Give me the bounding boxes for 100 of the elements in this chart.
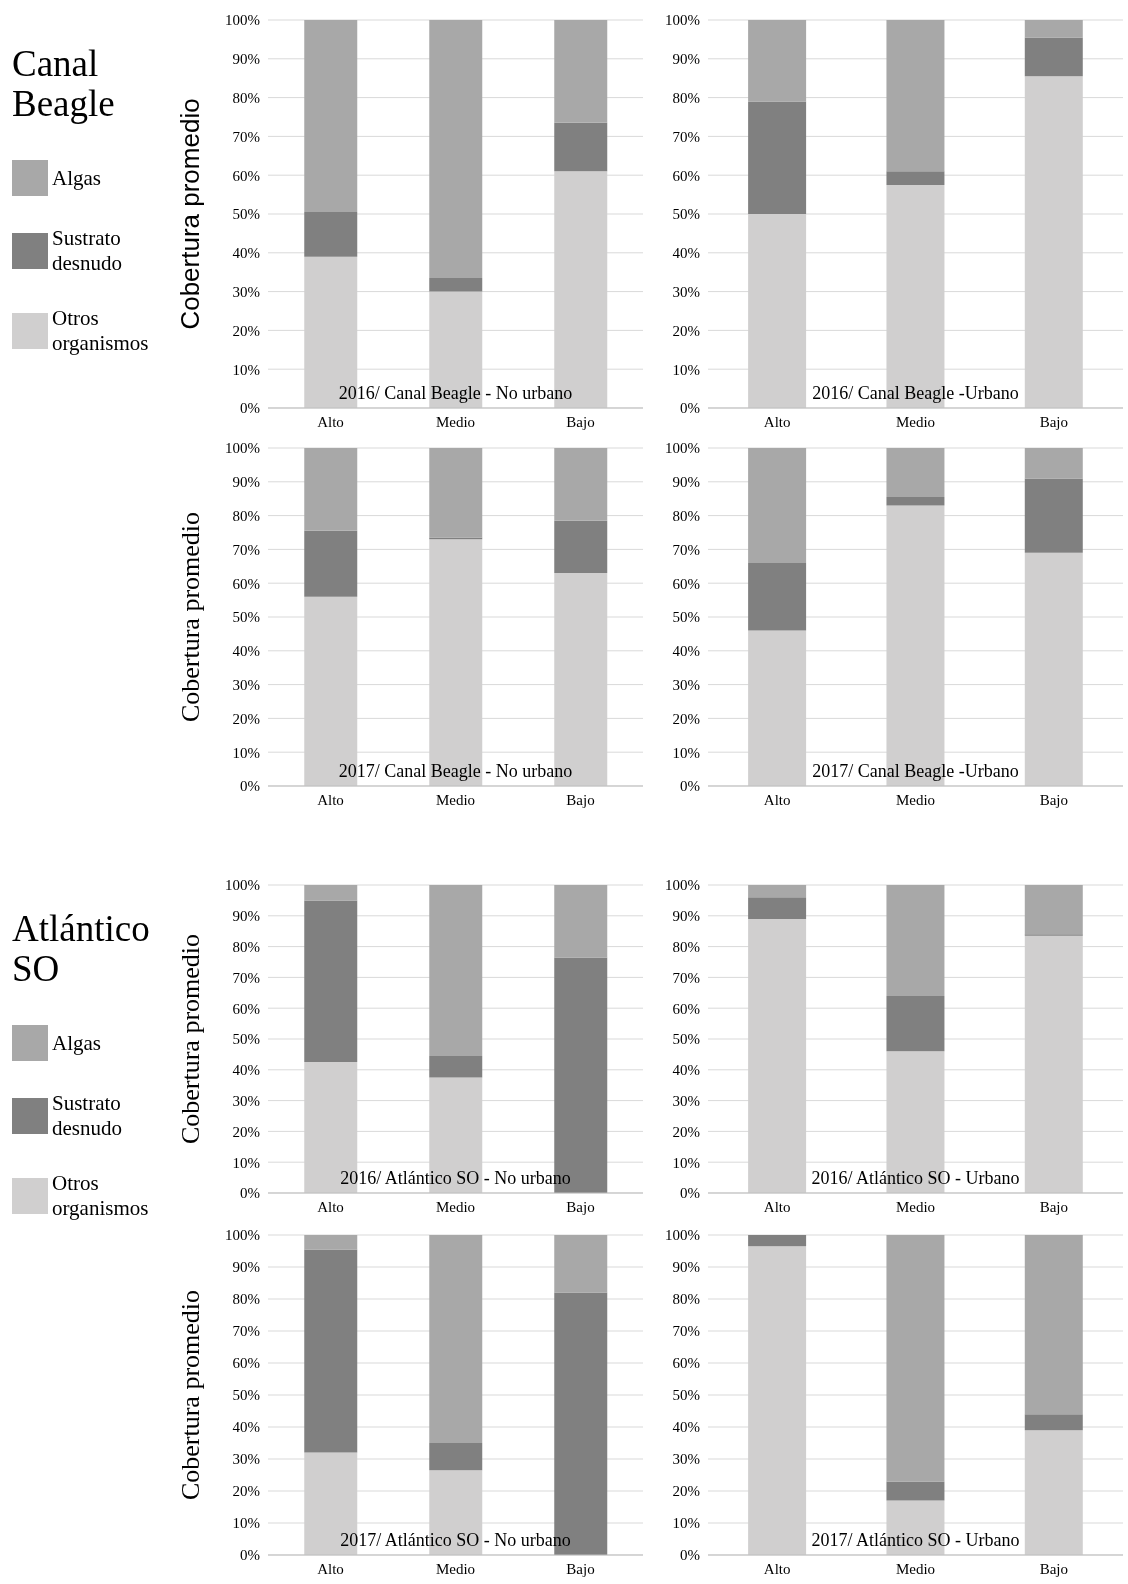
x-tick-label: Bajo bbox=[566, 791, 595, 808]
y-tick-label: 50% bbox=[232, 609, 260, 626]
y-tick-label: 0% bbox=[680, 1547, 700, 1564]
y-tick-label: 20% bbox=[672, 710, 700, 727]
y-tick-label: 80% bbox=[232, 89, 260, 106]
legend-label: Algas bbox=[52, 1030, 101, 1056]
text: 2017/ Canal Beagle - No urbano bbox=[337, 761, 574, 782]
y-tick-label: 30% bbox=[672, 1451, 700, 1468]
x-tick-label: Medio bbox=[895, 1198, 936, 1215]
x-tick-label: Bajo bbox=[1039, 791, 1069, 808]
y-tick-label: 70% bbox=[672, 1323, 700, 1340]
y-tick-label: 60% bbox=[232, 1355, 260, 1372]
y-tick-label: 10% bbox=[672, 361, 700, 378]
y-tick-label: 40% bbox=[232, 245, 260, 262]
y-tick-label: 90% bbox=[672, 1259, 700, 1276]
x-tick-label: Medio bbox=[895, 791, 936, 808]
y-tick-label: 10% bbox=[232, 744, 260, 761]
legend-label: Otros organismos bbox=[52, 1171, 150, 1221]
x-tick-label: Alto bbox=[317, 1560, 344, 1577]
y-tick-label: 90% bbox=[672, 908, 700, 925]
y-tick-label: 80% bbox=[232, 507, 260, 524]
y-tick-label: 60% bbox=[672, 575, 700, 592]
y-tick-label: 60% bbox=[232, 1000, 260, 1017]
y-tick-label: 80% bbox=[672, 1291, 700, 1308]
y-tick-label: 100% bbox=[665, 12, 700, 29]
y-tick-label: 0% bbox=[240, 778, 260, 795]
y-tick-label: 100% bbox=[225, 440, 260, 457]
y-tick-label: 100% bbox=[665, 877, 700, 894]
y-tick-label: 50% bbox=[672, 609, 700, 626]
y-tick-label: 0% bbox=[240, 1185, 260, 1202]
legend-label: Algas bbox=[52, 165, 101, 191]
y-tick-label: 60% bbox=[232, 167, 260, 184]
x-tick-label: Bajo bbox=[566, 1560, 595, 1577]
legend-label: Sustrato desnudo bbox=[52, 1091, 123, 1141]
y-tick-label: 50% bbox=[672, 206, 700, 223]
x-tick-label: Bajo bbox=[566, 413, 595, 430]
y-tick-label: 50% bbox=[672, 1031, 700, 1048]
y-tick-label: 10% bbox=[672, 744, 700, 761]
y-tick-label: 0% bbox=[680, 778, 700, 795]
x-tick-label: Medio bbox=[895, 1560, 936, 1577]
y-tick-label: 10% bbox=[232, 1154, 260, 1171]
y-tick-label: 10% bbox=[672, 1154, 700, 1171]
text: 2017/ Atlántico SO - No urbano bbox=[339, 1530, 572, 1551]
text: 2016/ Atlántico SO - No urbano bbox=[339, 1168, 572, 1189]
y-tick-label: 80% bbox=[232, 938, 260, 955]
y-tick-label: 30% bbox=[672, 676, 700, 693]
y-tick-label: 100% bbox=[665, 1227, 700, 1244]
x-tick-label: Medio bbox=[435, 413, 476, 430]
y-tick-label: 0% bbox=[240, 400, 260, 417]
y-tick-label: 90% bbox=[232, 908, 260, 925]
y-tick-label: 90% bbox=[232, 1259, 260, 1276]
y-tick-label: 80% bbox=[672, 89, 700, 106]
y-tick-label: 30% bbox=[232, 1451, 260, 1468]
y-axis-title: Cobertura promedio bbox=[176, 933, 206, 1145]
y-tick-label: 60% bbox=[672, 1000, 700, 1017]
text: 2016/ Canal Beagle - No urbano bbox=[337, 383, 574, 404]
text: 2017/ Canal Beagle -Urbano bbox=[811, 761, 1020, 782]
y-tick-label: 90% bbox=[672, 474, 700, 491]
y-tick-label: 40% bbox=[232, 1062, 260, 1079]
y-tick-label: 60% bbox=[672, 167, 700, 184]
y-tick-label: 80% bbox=[232, 1291, 260, 1308]
y-tick-label: 50% bbox=[672, 1387, 700, 1404]
y-tick-label: 80% bbox=[672, 507, 700, 524]
y-tick-label: 80% bbox=[672, 938, 700, 955]
y-tick-label: 70% bbox=[672, 128, 700, 145]
y-tick-label: 100% bbox=[665, 440, 700, 457]
legend-label: Otros organismos bbox=[52, 306, 150, 356]
y-tick-label: 40% bbox=[672, 643, 700, 660]
y-tick-label: 70% bbox=[232, 541, 260, 558]
text: 2016/ Atlántico SO - Urbano bbox=[810, 1168, 1021, 1189]
y-tick-label: 30% bbox=[672, 283, 700, 300]
x-tick-label: Alto bbox=[317, 413, 344, 430]
y-tick-label: 20% bbox=[232, 322, 260, 339]
y-tick-label: 70% bbox=[672, 969, 700, 986]
y-tick-label: 10% bbox=[232, 361, 260, 378]
y-tick-label: 90% bbox=[672, 51, 700, 68]
y-tick-label: 90% bbox=[232, 474, 260, 491]
x-tick-label: Medio bbox=[435, 791, 476, 808]
legend-label: Sustrato desnudo bbox=[52, 226, 123, 276]
x-tick-label: Bajo bbox=[1039, 1560, 1069, 1577]
y-tick-label: 20% bbox=[672, 322, 700, 339]
x-tick-label: Bajo bbox=[1039, 413, 1069, 430]
y-tick-label: 20% bbox=[232, 1123, 260, 1140]
y-tick-label: 70% bbox=[232, 128, 260, 145]
text: Atlántico SO bbox=[12, 908, 151, 989]
x-tick-label: Alto bbox=[763, 413, 791, 430]
y-axis-title: Cobertura promedio bbox=[175, 98, 206, 330]
x-tick-label: Alto bbox=[317, 791, 344, 808]
text: 2016/ Canal Beagle -Urbano bbox=[811, 383, 1020, 404]
y-tick-label: 0% bbox=[680, 400, 700, 417]
y-tick-label: 70% bbox=[232, 1323, 260, 1340]
x-tick-label: Medio bbox=[895, 413, 936, 430]
y-tick-label: 0% bbox=[680, 1185, 700, 1202]
y-tick-label: 10% bbox=[672, 1515, 700, 1532]
y-tick-label: 30% bbox=[232, 283, 260, 300]
y-axis-title: Cobertura promedio bbox=[176, 511, 206, 723]
y-tick-label: 30% bbox=[672, 1092, 700, 1109]
y-tick-label: 20% bbox=[232, 1483, 260, 1500]
x-tick-label: Alto bbox=[763, 1198, 791, 1215]
y-tick-label: 50% bbox=[232, 1031, 260, 1048]
